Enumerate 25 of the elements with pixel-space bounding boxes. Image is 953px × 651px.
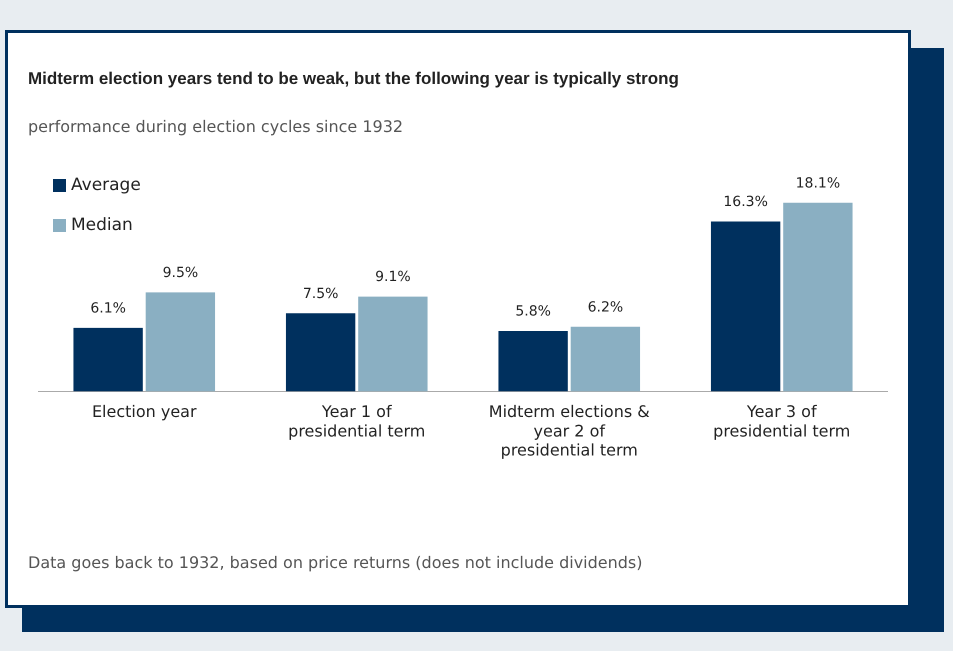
bar bbox=[783, 202, 853, 392]
data-label: 18.1% bbox=[796, 175, 840, 192]
bar bbox=[73, 328, 143, 392]
chart-title: Midterm election years tend to be weak, but the following year is typically strong bbox=[28, 69, 679, 89]
data-label: 6.2% bbox=[588, 299, 624, 316]
x-tick-label: Year 3 of presidential term bbox=[713, 402, 850, 440]
data-label: 9.5% bbox=[162, 265, 198, 282]
chart-subtitle: performance during election cycles since 1932 bbox=[28, 117, 404, 136]
bar bbox=[146, 292, 216, 392]
legend-label: Average bbox=[71, 175, 141, 195]
x-tick-label: Year 1 of presidential term bbox=[288, 402, 426, 440]
bar bbox=[286, 313, 356, 392]
x-tick-label: Election year bbox=[92, 402, 197, 422]
x-tick-label: Midterm elections & year 2 of presidential term bbox=[488, 402, 650, 460]
legend-label: Median bbox=[71, 215, 133, 235]
data-label: 6.1% bbox=[90, 300, 126, 316]
data-label: 16.3% bbox=[723, 194, 768, 210]
bar bbox=[570, 326, 640, 392]
data-label: 5.8% bbox=[515, 304, 551, 320]
data-label: 9.1% bbox=[375, 269, 411, 286]
bar bbox=[358, 296, 428, 392]
bar bbox=[710, 222, 780, 392]
text: Data goes back to 1932, based on price returns (does not include dividends) bbox=[28, 553, 642, 572]
bar bbox=[498, 330, 568, 392]
data-label: 7.5% bbox=[302, 286, 338, 302]
